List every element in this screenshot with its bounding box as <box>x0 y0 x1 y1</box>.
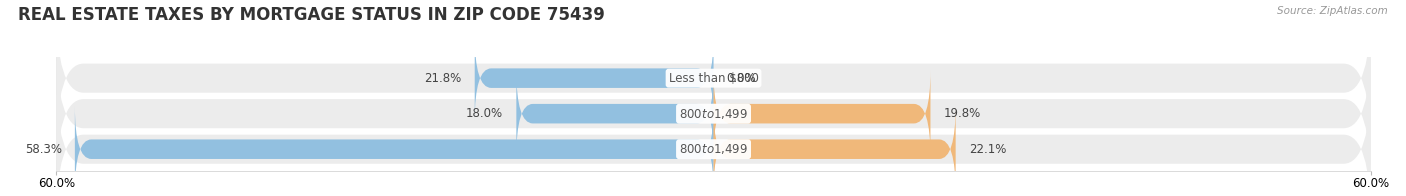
Text: $800 to $1,499: $800 to $1,499 <box>679 142 748 156</box>
FancyBboxPatch shape <box>714 70 931 157</box>
FancyBboxPatch shape <box>75 106 714 193</box>
Text: Less than $800: Less than $800 <box>669 72 758 85</box>
Text: 58.3%: 58.3% <box>25 143 62 156</box>
Text: $800 to $1,499: $800 to $1,499 <box>679 107 748 121</box>
FancyBboxPatch shape <box>56 75 1371 196</box>
Text: 18.0%: 18.0% <box>465 107 503 120</box>
Text: REAL ESTATE TAXES BY MORTGAGE STATUS IN ZIP CODE 75439: REAL ESTATE TAXES BY MORTGAGE STATUS IN … <box>18 6 605 24</box>
Text: 0.0%: 0.0% <box>727 72 756 85</box>
FancyBboxPatch shape <box>516 70 714 157</box>
Text: 21.8%: 21.8% <box>425 72 461 85</box>
FancyBboxPatch shape <box>714 106 956 193</box>
FancyBboxPatch shape <box>475 35 714 122</box>
Text: 22.1%: 22.1% <box>969 143 1007 156</box>
FancyBboxPatch shape <box>56 4 1371 152</box>
Text: 19.8%: 19.8% <box>943 107 981 120</box>
Text: Source: ZipAtlas.com: Source: ZipAtlas.com <box>1277 6 1388 16</box>
FancyBboxPatch shape <box>56 39 1371 188</box>
